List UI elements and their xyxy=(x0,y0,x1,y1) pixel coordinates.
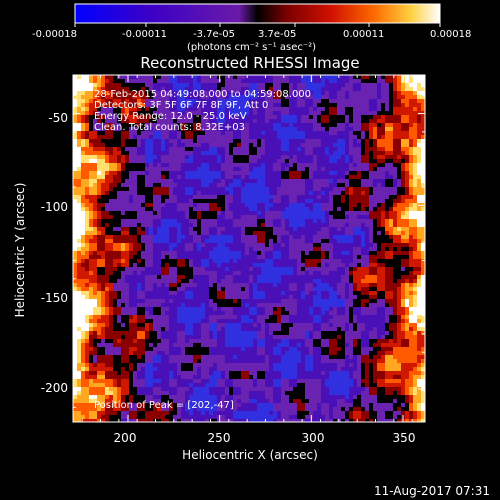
x-tick-label-350: 350 xyxy=(393,431,416,445)
y-tick-label-neg100: -100 xyxy=(41,200,68,214)
y-tick-label-neg200: -200 xyxy=(41,381,68,395)
y-tick-label-neg50: -50 xyxy=(48,111,68,125)
x-axis-label: Heliocentric X (arcsec) xyxy=(182,448,318,462)
y-tick-label-neg150: -150 xyxy=(41,291,68,305)
x-tick-label-300: 300 xyxy=(302,431,325,445)
x-tick-label-200: 200 xyxy=(114,431,137,445)
x-tick-label-250: 250 xyxy=(208,431,231,445)
colorbar-tick-label-2: -3.7e-05 xyxy=(193,29,235,40)
annotation-detectors: Detectors: 3F 5F 6F 7F 8F 9F, Att 0 xyxy=(94,100,268,111)
colorbar xyxy=(74,3,441,24)
annotation-peak-position: Position of Peak = [202,-47] xyxy=(94,400,234,411)
colorbar-ticks xyxy=(74,23,441,27)
colorbar-tick-label-3: 3.7e-05 xyxy=(258,29,296,40)
y-axis-label: Heliocentric Y (arcsec) xyxy=(13,183,27,318)
plot-frame xyxy=(72,74,426,423)
annotation-total-counts: Clean. Total counts: 8.32E+03 xyxy=(94,122,245,133)
colorbar-unit-label: (photons cm⁻² s⁻¹ asec⁻²) xyxy=(187,42,316,53)
colorbar-tick-label-0: -0.00018 xyxy=(32,29,77,40)
annotation-time-range: 28-Feb-2015 04:49:08.000 to 04:59:08.000 xyxy=(94,89,311,100)
chart-title: Reconstructed RHESSI Image xyxy=(140,54,359,72)
heatmap-image xyxy=(73,75,425,422)
colorbar-tick-label-1: -0.00011 xyxy=(122,29,167,40)
axis-ticks xyxy=(73,75,425,422)
footer-timestamp: 11-Aug-2017 07:31 xyxy=(374,484,490,498)
annotation-energy-range: Energy Range: 12.0 - 25.0 keV xyxy=(94,111,247,122)
colorbar-tick-label-5: 0.00018 xyxy=(430,29,471,40)
colorbar-tick-label-4: 0.00011 xyxy=(343,29,384,40)
